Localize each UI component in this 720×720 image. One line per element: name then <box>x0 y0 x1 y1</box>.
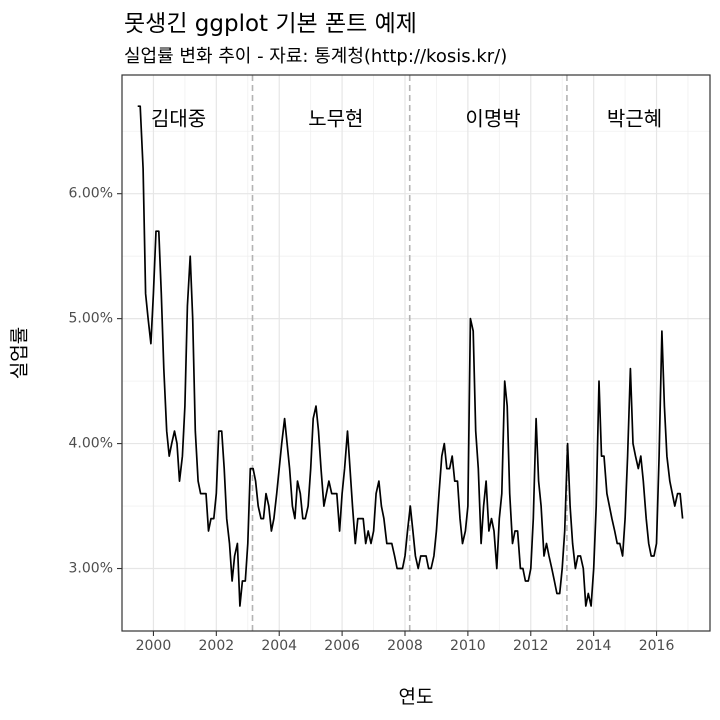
y-tick-label: 6.00% <box>69 186 113 202</box>
y-axis-label: 실업률 <box>8 326 31 380</box>
x-axis-label: 연도 <box>398 686 434 708</box>
unemployment-series-line <box>137 105 684 607</box>
chart-title: 못생긴 ggplot 기본 폰트 예제 <box>124 11 417 37</box>
y-axis: 3.00% 4.00% 5.00% 6.00% <box>69 186 122 577</box>
x-tick-label: 2002 <box>199 638 235 654</box>
x-tick-label: 2014 <box>576 638 612 654</box>
period-labels: 김대중 노무현 이명박 박근혜 <box>151 107 662 131</box>
minor-gridlines <box>122 75 710 631</box>
period-divider-lines <box>251 75 568 631</box>
period-label: 김대중 <box>151 107 206 131</box>
x-tick-label: 2000 <box>136 638 172 654</box>
major-gridlines <box>122 75 710 631</box>
period-label: 이명박 <box>465 107 520 131</box>
period-label: 노무현 <box>308 107 363 131</box>
panel-border <box>121 74 711 632</box>
x-tick-label: 2010 <box>450 638 486 654</box>
panel-background <box>122 75 710 631</box>
x-tick-label: 2012 <box>513 638 549 654</box>
period-label: 박근혜 <box>607 107 662 131</box>
y-tick-label: 3.00% <box>69 561 113 577</box>
x-tick-label: 2008 <box>387 638 423 654</box>
x-tick-label: 2006 <box>324 638 360 654</box>
y-tick-label: 4.00% <box>69 436 113 452</box>
x-axis: 2000 2002 2004 2006 2008 2010 2012 2014 2016 <box>136 631 675 654</box>
x-tick-label: 2016 <box>639 638 675 654</box>
chart-subtitle: 실업률 변화 추이 - 자료: 통계청(http://kosis.kr/) <box>124 46 508 67</box>
y-tick-label: 5.00% <box>69 311 113 327</box>
x-tick-label: 2004 <box>261 638 297 654</box>
